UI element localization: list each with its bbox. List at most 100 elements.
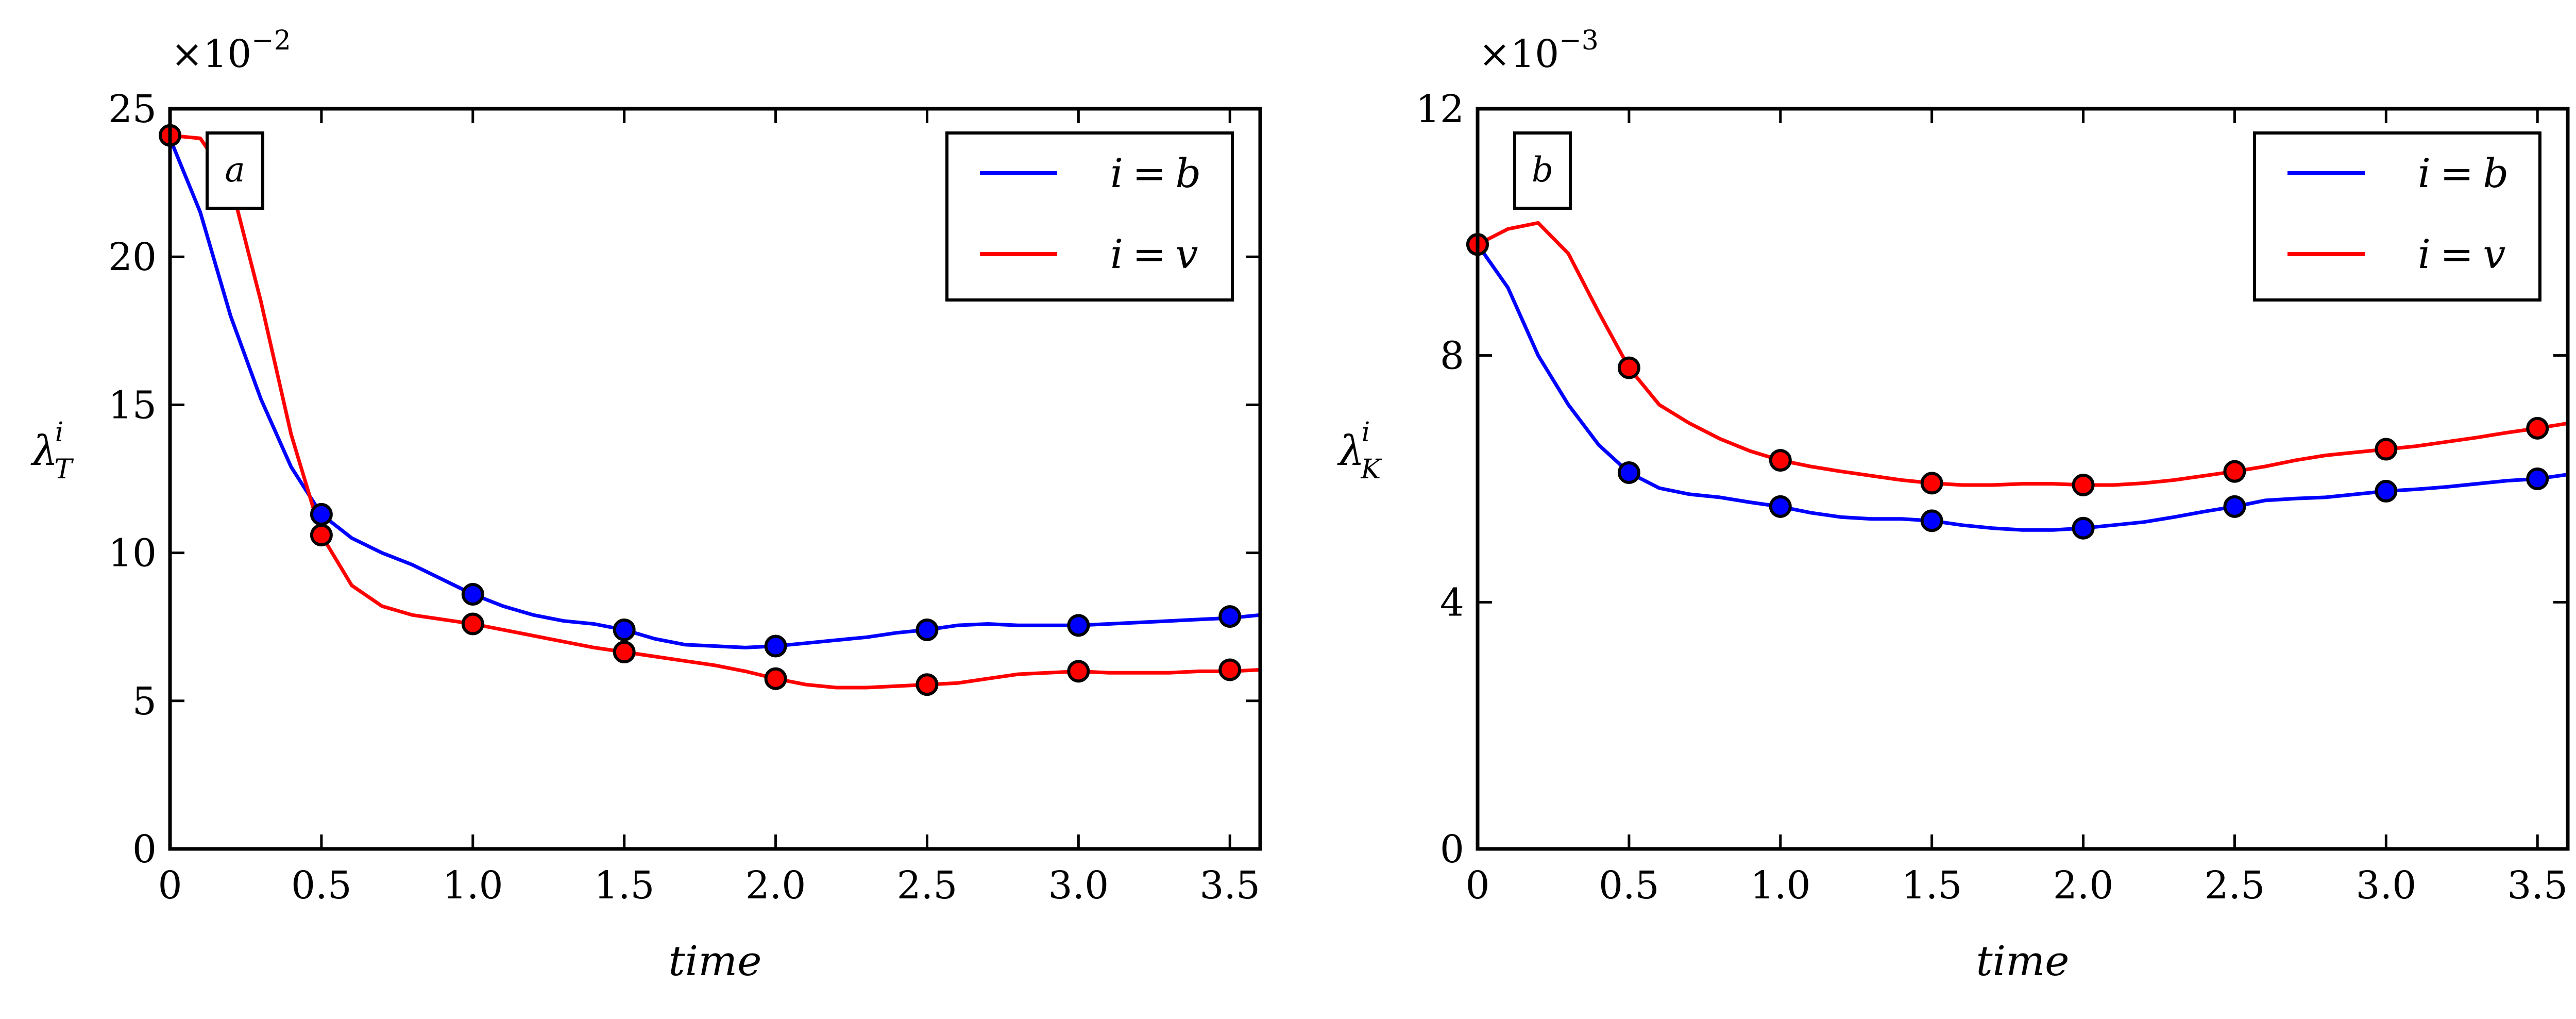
x-tick-label-a-4: 2.0 [745, 863, 806, 908]
y-tick-label-b-1: 4 [1440, 580, 1464, 625]
legend-label-a-v: i = v [1110, 231, 1198, 278]
x-axis-label-b: time [1976, 937, 2070, 985]
x-tick-label-a-7: 3.5 [1199, 863, 1260, 908]
legend-label-b-v: i = v [2418, 231, 2505, 278]
data-point-a-v-4 [764, 667, 787, 690]
legend-label-b-v-rhs: v [2483, 231, 2505, 278]
data-point-a-b-3 [764, 634, 787, 658]
data-point-b-v-1 [1617, 356, 1640, 379]
data-point-b-b-7 [2526, 467, 2549, 490]
data-point-b-b-4 [2072, 516, 2095, 540]
x-tick-label-b-6: 3.0 [2355, 863, 2416, 908]
panel-tag-box-a [206, 131, 264, 210]
data-point-a-b-5 [1067, 614, 1090, 637]
y-axis-label-a-main: λ [30, 427, 58, 475]
data-point-b-v-4 [2072, 473, 2095, 496]
y-axis-label-b-sup: i [1362, 417, 1370, 448]
tick-layer-a: 0 0.5 1.0 1.5 2.0 2.5 3.0 3.5 0 5 10 15 20 25 [108, 87, 1260, 908]
x-tick-label-b-2: 1.0 [1750, 863, 1811, 908]
tick-layer-b: 0 0.5 1.0 1.5 2.0 2.5 3.0 3.5 0 4 8 12 [1416, 87, 2568, 908]
x-tick-label-a-6: 3.0 [1048, 863, 1109, 908]
data-point-a-b-6 [1218, 605, 1242, 628]
data-point-a-v-7 [1218, 658, 1242, 681]
legend-label-b-b-lhs: i [2418, 151, 2431, 197]
legend-label-b-v-lhs: i [2418, 231, 2431, 278]
legend-eq-b-v: = [2440, 231, 2473, 278]
y-tick-label-a-5: 25 [108, 87, 157, 131]
data-point-b-v-7 [2526, 416, 2549, 440]
legend-label-b-b-rhs: b [2483, 151, 2509, 197]
legend-a: i = b i = v [945, 131, 1234, 302]
y-axis-label-b-main: λ [1337, 427, 1365, 475]
legend-label-a-b-lhs: i [1110, 151, 1123, 197]
y-multiplier-b-exp: −3 [1559, 25, 1599, 56]
legend-label-b-b: i = b [2418, 151, 2509, 197]
panel-tag-b: b [1532, 150, 1553, 190]
y-axis-label-a: λi T [30, 417, 74, 485]
y-axis-label-a-sup: i [55, 417, 64, 448]
x-tick-label-a-3: 1.5 [594, 863, 655, 908]
x-tick-label-a-5: 2.5 [897, 863, 958, 908]
x-tick-label-b-3: 1.5 [1902, 863, 1962, 908]
y-tick-label-a-1: 5 [132, 679, 157, 724]
y-multiplier-b-base: ×10 [1479, 32, 1559, 76]
y-tick-label-a-4: 20 [108, 235, 157, 279]
data-point-b-v-3 [1920, 472, 1943, 495]
data-point-b-b-3 [1920, 509, 1943, 532]
y-tick-label-a-3: 15 [108, 383, 157, 427]
y-axis-label-a-sub: T [54, 454, 74, 485]
data-point-b-b-5 [2223, 495, 2246, 518]
legend-box-b [2253, 131, 2541, 302]
data-point-a-b-0 [310, 503, 333, 526]
legend-label-a-v-rhs: v [1175, 231, 1198, 278]
y-tick-label-b-0: 0 [1440, 827, 1464, 872]
marker-layer-b [1466, 233, 2549, 540]
data-point-a-v-6 [1067, 660, 1090, 683]
y-axis-label-b-sub: K [1360, 454, 1382, 485]
x-tick-label-a-2: 1.0 [443, 863, 503, 908]
legend-eq-b-b: = [2440, 151, 2473, 197]
panel-tag-a: a [225, 150, 245, 190]
y-multiplier-a-exp: −2 [251, 25, 291, 56]
data-point-b-v-6 [2375, 438, 2398, 461]
x-tick-label-b-5: 2.5 [2205, 863, 2265, 908]
data-point-a-b-4 [916, 618, 939, 641]
y-multiplier-b: ×10−3 [1479, 25, 1599, 76]
x-tick-label-b-1: 0.5 [1599, 863, 1659, 908]
legend-label-a-v-lhs: i [1110, 231, 1123, 278]
legend-eq-a-v: = [1132, 231, 1166, 278]
plot-frame-b [1476, 107, 2570, 851]
y-axis-label-b: λi K [1337, 417, 1382, 485]
data-point-a-v-5 [916, 673, 939, 696]
data-point-b-b-2 [1769, 495, 1792, 518]
data-point-a-v-3 [613, 641, 636, 664]
legend-box-a [945, 131, 1234, 302]
y-tick-label-b-3: 12 [1416, 87, 1464, 131]
x-tick-label-a-1: 0.5 [291, 863, 352, 908]
legend-label-a-b-rhs: b [1175, 151, 1201, 197]
legend-eq-a-b: = [1132, 151, 1166, 197]
data-point-b-b-6 [2375, 479, 2398, 503]
x-tick-label-b-0: 0 [1465, 863, 1489, 908]
data-point-b-v-2 [1769, 449, 1792, 472]
data-point-b-v-5 [2223, 460, 2246, 483]
panel-tag-box-b [1513, 131, 1572, 210]
legend-b: i = b i = v [2253, 131, 2541, 302]
data-point-a-v-1 [310, 524, 333, 547]
y-tick-label-a-2: 10 [108, 531, 157, 576]
y-multiplier-a: ×10−2 [171, 25, 291, 76]
plot-frame-a [168, 107, 1262, 851]
data-point-a-b-1 [461, 583, 484, 606]
y-tick-label-a-0: 0 [132, 827, 157, 872]
marker-layer-a [159, 124, 1242, 696]
data-point-b-b-1 [1617, 461, 1640, 485]
y-multiplier-a-base: ×10 [171, 32, 251, 76]
x-tick-label-b-4: 2.0 [2053, 863, 2114, 908]
data-point-a-v-2 [461, 612, 484, 636]
legend-label-a-b: i = b [1110, 151, 1201, 197]
x-axis-label-a: time [669, 937, 762, 985]
x-tick-label-b-7: 3.5 [2507, 863, 2568, 908]
